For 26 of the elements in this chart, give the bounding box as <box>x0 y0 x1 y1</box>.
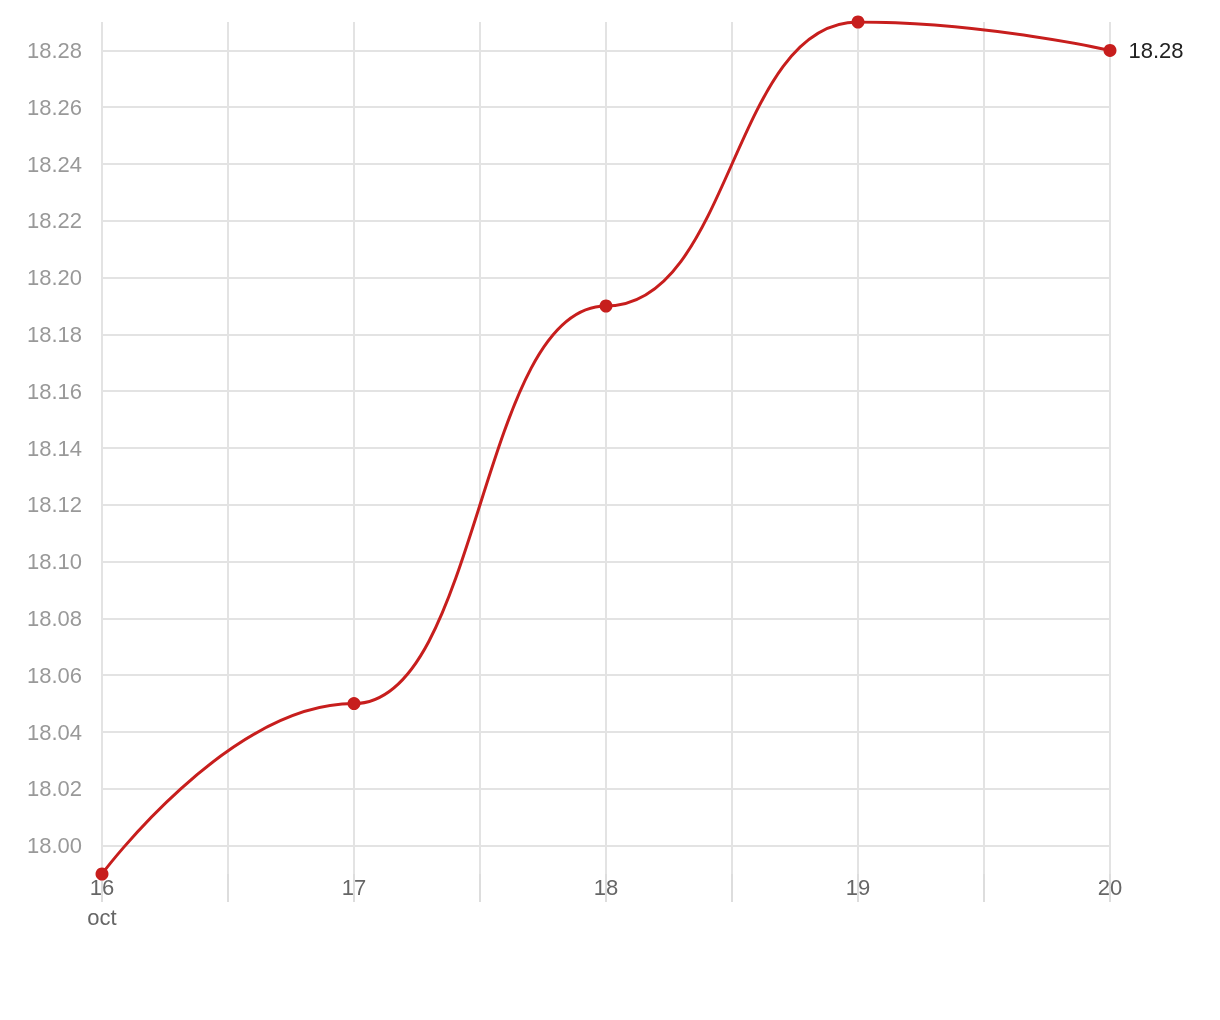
point <box>347 697 361 711</box>
point <box>851 15 865 29</box>
point <box>95 867 109 881</box>
data-label: 18.28 <box>1128 37 1184 63</box>
y-tick-label: 18.04 <box>26 719 82 745</box>
y-tick-label: 18.06 <box>26 662 82 688</box>
x-tick-label: 16 oct <box>87 874 117 930</box>
y-tick-label: 18.16 <box>26 378 82 404</box>
y-tick-label: 18.14 <box>26 435 82 461</box>
y-tick-label: 18.18 <box>26 321 82 347</box>
point <box>599 299 613 313</box>
y-tick-label: 18.22 <box>26 208 82 234</box>
x-tick-label: 17 <box>341 874 367 900</box>
y-tick-label: 18.02 <box>26 776 82 802</box>
point <box>1103 43 1117 57</box>
x-tick-label: 20 <box>1097 874 1123 900</box>
x-tick-label: 19 <box>845 874 871 900</box>
y-tick-label: 18.24 <box>26 151 82 177</box>
y-tick-label: 18.10 <box>26 549 82 575</box>
y-tick-label: 18.08 <box>26 605 82 631</box>
y-tick-label: 18.26 <box>26 94 82 120</box>
y-tick-label: 18.12 <box>26 492 82 518</box>
y-tick-label: 18.28 <box>26 37 82 63</box>
y-tick-label: 18.20 <box>26 265 82 291</box>
y-tick-label: 18.00 <box>26 833 82 859</box>
x-tick-label: 18 <box>593 874 619 900</box>
